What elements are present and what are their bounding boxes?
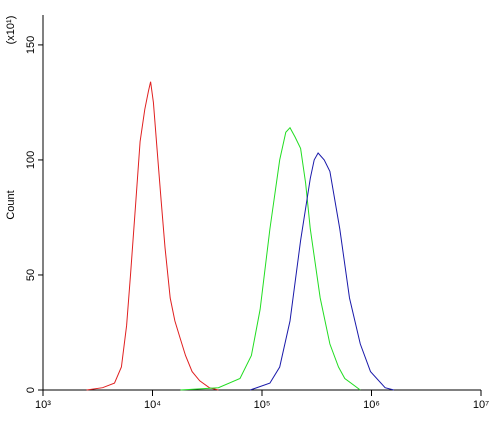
x-tick-label: 10⁷ — [473, 399, 489, 411]
y-tick-label: 0 — [25, 387, 37, 393]
x-tick-label: 10³ — [35, 399, 51, 411]
y-axis-label: Count — [5, 190, 17, 219]
x-tick-label: 10⁵ — [254, 399, 271, 411]
histogram-line — [180, 126, 361, 391]
y-tick-label: 50 — [25, 269, 37, 281]
x-tick-label: 10⁶ — [363, 399, 380, 411]
y-tick-label: 100 — [25, 151, 37, 169]
x-tick-label: 10⁴ — [144, 399, 161, 411]
y-multiplier: (x10¹) — [5, 16, 17, 45]
histogram-line — [250, 152, 395, 391]
y-tick-label: 150 — [25, 36, 37, 54]
histogram-line — [86, 81, 219, 391]
